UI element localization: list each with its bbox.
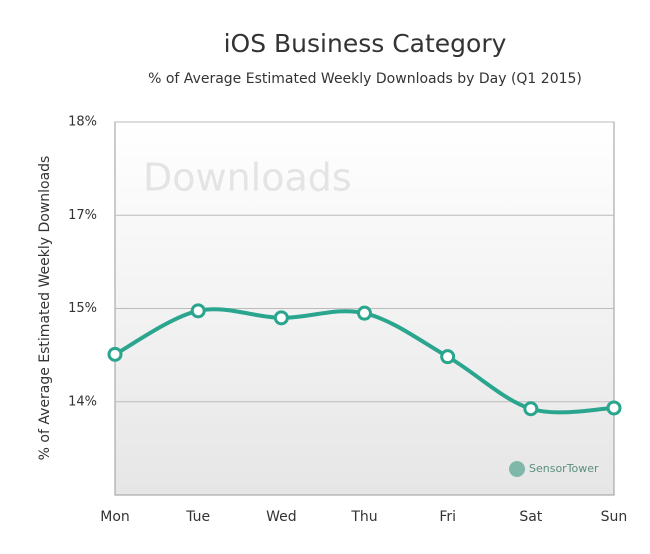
- x-tick-label: Sun: [601, 509, 628, 525]
- chart-title: iOS Business Category: [224, 29, 507, 58]
- x-tick-label: Thu: [350, 509, 377, 525]
- point: [107, 346, 123, 362]
- y-tick-label: 14%: [68, 394, 97, 409]
- point: [440, 349, 456, 365]
- y-tick-label: 18%: [68, 115, 97, 130]
- chart-subtitle: % of Average Estimated Weekly Downloads …: [148, 71, 582, 87]
- point: [357, 305, 372, 321]
- brand-logo: [509, 461, 525, 477]
- brand: SensorTower: [529, 462, 599, 475]
- x-tick-label: Wed: [266, 509, 297, 525]
- point: [606, 400, 622, 416]
- y-axis-label: % of Average Estimated Weekly Downloads: [37, 156, 53, 461]
- x-tick-label: Mon: [100, 509, 130, 525]
- y-tick-label: 17%: [68, 208, 97, 223]
- x-tick-label: Tue: [185, 509, 210, 525]
- y-tick-label: 15%: [68, 301, 97, 316]
- point: [273, 310, 289, 326]
- watermark: Downloads: [143, 156, 352, 200]
- x-tick-label: Sat: [519, 509, 542, 525]
- x-tick-label: Fri: [439, 509, 456, 525]
- point: [523, 401, 539, 417]
- point: [190, 303, 206, 319]
